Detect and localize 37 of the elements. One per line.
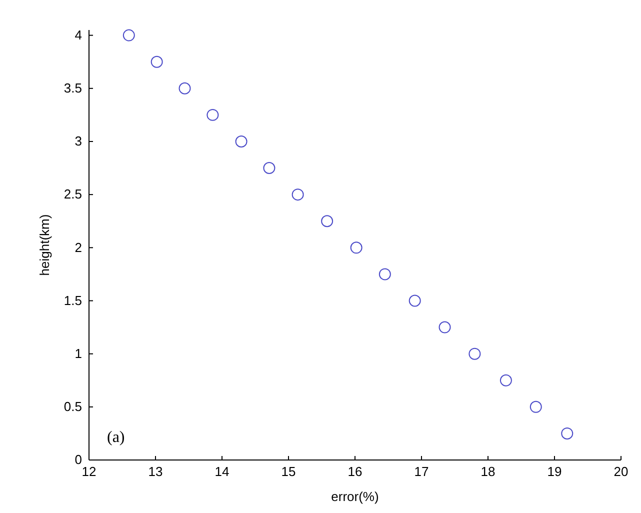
x-tick-label: 13 (148, 464, 163, 480)
x-tick-label: 20 (614, 464, 628, 480)
x-tick-label: 14 (214, 464, 230, 480)
x-tick-label: 16 (348, 464, 362, 480)
point (468, 348, 481, 360)
point (263, 162, 276, 174)
x-tick-label: 18 (480, 464, 496, 480)
point (178, 82, 191, 94)
point (122, 29, 135, 42)
x-tick-label: 15 (281, 464, 296, 480)
point (500, 374, 512, 386)
y-tick-label: 1 (74, 346, 82, 361)
point (150, 56, 163, 68)
point (530, 400, 542, 413)
point (408, 294, 421, 307)
point (321, 215, 334, 228)
y-axis-title: height(km) (37, 214, 52, 276)
y-tick-label: 2 (74, 240, 82, 255)
x-axis-title: error(%) (331, 489, 379, 504)
y-tick-label: 2.5 (64, 186, 82, 202)
point (561, 427, 574, 440)
annotation: (a) (107, 429, 125, 446)
y-tick-label: 4 (74, 27, 82, 42)
y-tick-label: 3.5 (64, 80, 82, 96)
y-tick-label: 0 (74, 452, 82, 468)
x-tick-label: 19 (547, 464, 562, 480)
point (438, 321, 451, 334)
y-tick-label: 3 (74, 134, 82, 149)
y-tick-label: 1.5 (64, 292, 82, 308)
point (235, 135, 248, 148)
y-tick-label: 0.5 (64, 399, 82, 414)
point (206, 108, 219, 121)
point (378, 268, 391, 280)
x-tick-label: 12 (82, 464, 96, 480)
x-tick-label: 17 (414, 464, 429, 480)
point (292, 188, 304, 201)
point (350, 242, 362, 254)
